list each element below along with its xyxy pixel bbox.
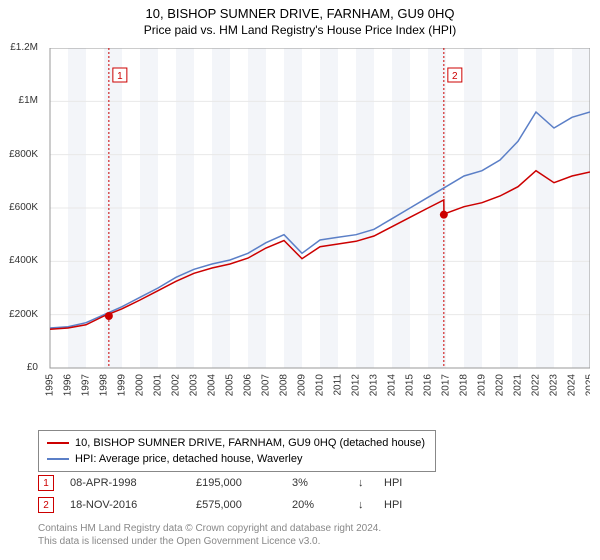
sale-row-1: 1 08-APR-1998 £195,000 3% ↓ HPI (38, 472, 424, 494)
svg-text:2009: 2009 (297, 374, 308, 397)
svg-text:2002: 2002 (171, 374, 182, 397)
sales-table: 1 08-APR-1998 £195,000 3% ↓ HPI 2 18-NOV… (38, 472, 424, 516)
sale-abbr-2: HPI (384, 499, 424, 511)
svg-text:1997: 1997 (81, 374, 92, 397)
svg-text:2008: 2008 (279, 374, 290, 397)
svg-text:2010: 2010 (315, 374, 326, 397)
legend-label-hpi: HPI: Average price, detached house, Wave… (75, 451, 302, 467)
footer-line-2: This data is licensed under the Open Gov… (38, 535, 381, 548)
sale-marker-2: 2 (38, 497, 54, 513)
svg-text:2017: 2017 (441, 374, 452, 397)
legend-label-property: 10, BISHOP SUMNER DRIVE, FARNHAM, GU9 0H… (75, 435, 425, 451)
svg-text:2016: 2016 (423, 374, 434, 397)
svg-text:2018: 2018 (459, 374, 470, 397)
y-tick-label: £0 (0, 362, 38, 373)
svg-text:2003: 2003 (189, 374, 200, 397)
legend-swatch-property (47, 442, 69, 444)
sale-date-2: 18-NOV-2016 (70, 499, 190, 511)
sale-price-1: £195,000 (196, 477, 286, 489)
svg-text:2025: 2025 (585, 374, 590, 397)
svg-text:2007: 2007 (261, 374, 272, 397)
svg-text:2011: 2011 (333, 374, 344, 396)
y-tick-label: £400K (0, 255, 38, 266)
svg-text:2001: 2001 (153, 374, 164, 397)
svg-text:2023: 2023 (549, 374, 560, 397)
sale-date-1: 08-APR-1998 (70, 477, 190, 489)
svg-text:2022: 2022 (531, 374, 542, 397)
chart-subtitle: Price paid vs. HM Land Registry's House … (0, 23, 600, 37)
svg-text:2020: 2020 (495, 374, 506, 397)
sale-row-2: 2 18-NOV-2016 £575,000 20% ↓ HPI (38, 494, 424, 516)
chart-title: 10, BISHOP SUMNER DRIVE, FARNHAM, GU9 0H… (0, 6, 600, 21)
svg-text:2024: 2024 (567, 374, 578, 397)
svg-text:2006: 2006 (243, 374, 254, 397)
svg-text:2005: 2005 (225, 374, 236, 397)
sale-pct-2: 20% (292, 499, 352, 511)
down-arrow-icon: ↓ (358, 477, 378, 489)
footer-line-1: Contains HM Land Registry data © Crown c… (38, 522, 381, 535)
svg-text:2004: 2004 (207, 374, 218, 397)
svg-text:2013: 2013 (369, 374, 380, 397)
footer: Contains HM Land Registry data © Crown c… (38, 522, 381, 548)
svg-text:2012: 2012 (351, 374, 362, 397)
y-tick-label: £1.2M (0, 42, 38, 53)
svg-text:2019: 2019 (477, 374, 488, 397)
chart-svg: 1 2 1995 1996 1997 1998 1999 2000 2001 2002 2003 20… (40, 48, 590, 398)
sale-pct-1: 3% (292, 477, 352, 489)
sale-marker-1: 1 (38, 475, 54, 491)
legend-row-property: 10, BISHOP SUMNER DRIVE, FARNHAM, GU9 0H… (47, 435, 427, 451)
svg-text:1998: 1998 (99, 374, 110, 397)
svg-text:2014: 2014 (387, 374, 398, 397)
down-arrow-icon: ↓ (358, 499, 378, 511)
svg-text:1999: 1999 (117, 374, 128, 397)
svg-text:1996: 1996 (63, 374, 74, 397)
sale-abbr-1: HPI (384, 477, 424, 489)
legend-swatch-hpi (47, 458, 69, 460)
chart-area: 1 2 1995 1996 1997 1998 1999 2000 2001 2002 2003 20… (40, 48, 590, 398)
sale-price-2: £575,000 (196, 499, 286, 511)
title-block: 10, BISHOP SUMNER DRIVE, FARNHAM, GU9 0H… (0, 0, 600, 37)
y-tick-label: £1M (0, 95, 38, 106)
chart-container: 10, BISHOP SUMNER DRIVE, FARNHAM, GU9 0H… (0, 0, 600, 560)
svg-text:1: 1 (117, 71, 123, 82)
y-tick-label: £200K (0, 309, 38, 320)
svg-text:2: 2 (452, 71, 458, 82)
legend-row-hpi: HPI: Average price, detached house, Wave… (47, 451, 427, 467)
legend-box: 10, BISHOP SUMNER DRIVE, FARNHAM, GU9 0H… (38, 430, 436, 472)
svg-text:1995: 1995 (45, 374, 56, 397)
svg-text:2021: 2021 (513, 374, 524, 397)
y-tick-label: £800K (0, 149, 38, 160)
y-tick-label: £600K (0, 202, 38, 213)
svg-text:2000: 2000 (135, 374, 146, 397)
svg-text:2015: 2015 (405, 374, 416, 397)
